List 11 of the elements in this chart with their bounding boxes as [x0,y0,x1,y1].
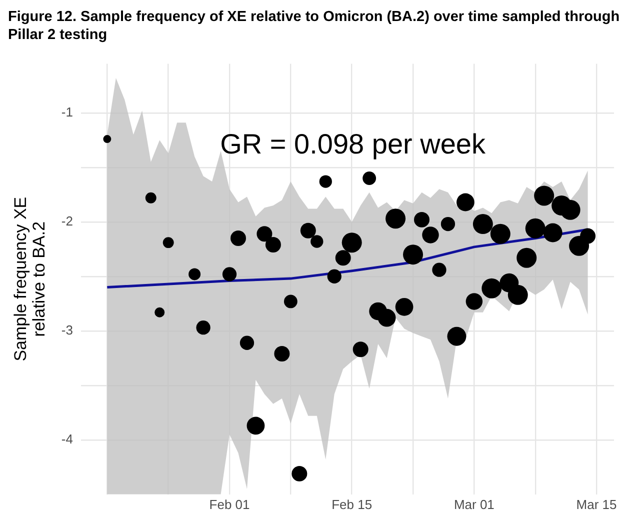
y-tick-label: -2 [61,213,73,228]
y-axis-title: Sample frequency XE relative to BA.2 [11,196,49,362]
x-tick-label: Mar 01 [454,496,494,512]
chart-title: Figure 12. Sample frequency of XE relative to Omicron (BA.2) over time sampled through Pillar 2 testing [8,8,621,44]
x-tick-label: Feb 01 [209,496,250,512]
y-tick-label: -1 [61,104,73,120]
annotation: GR = 0.098 per week [220,128,486,160]
y-tick-label: -3 [61,322,73,338]
x-tick-label: Mar 15 [576,496,617,512]
x-tick-label: Feb 15 [332,496,372,512]
y-tick-label: -4 [61,431,73,446]
